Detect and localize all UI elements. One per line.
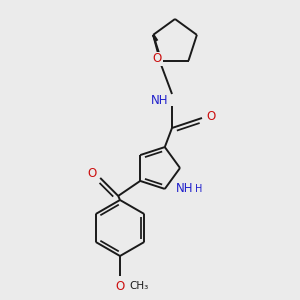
Text: O: O — [116, 280, 124, 292]
Text: O: O — [206, 110, 216, 122]
Text: CH₃: CH₃ — [129, 281, 148, 291]
Text: NH: NH — [176, 182, 194, 195]
Text: O: O — [153, 52, 162, 65]
Text: O: O — [88, 167, 97, 180]
Text: NH: NH — [151, 94, 169, 106]
Text: H: H — [195, 184, 202, 194]
